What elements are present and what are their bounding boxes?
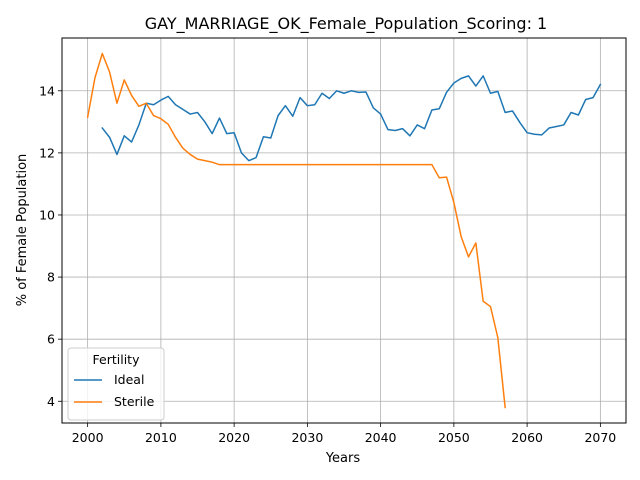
x-tick-label: 2000	[72, 430, 104, 445]
y-tick-label: 10	[39, 207, 55, 222]
x-tick-label: 2010	[145, 430, 177, 445]
x-tick-label: 2060	[511, 430, 543, 445]
axis-ticks: 2000 2010 2020 2030 2040 2050 2060 2070 4 6 8 10 12 1…	[39, 83, 616, 445]
grid	[62, 38, 626, 423]
x-axis-label: Years	[325, 451, 361, 466]
legend-label-ideal: Ideal	[114, 372, 144, 387]
y-tick-label: 6	[47, 332, 55, 347]
legend-label-sterile: Sterile	[114, 394, 155, 409]
series-line-sterile	[86, 52, 506, 409]
y-tick-label: 14	[39, 83, 55, 98]
y-axis-label: % of Female Population	[15, 154, 30, 307]
legend: Fertility Ideal Sterile	[67, 347, 165, 421]
series-line-ideal	[101, 75, 602, 162]
x-tick-label: 2020	[218, 430, 250, 445]
x-tick-label: 2050	[438, 430, 470, 445]
x-tick-label: 2030	[291, 430, 323, 445]
plot-area	[61, 37, 627, 424]
y-tick-label: 8	[47, 270, 55, 285]
series-lines	[86, 52, 602, 409]
y-tick-label: 12	[39, 145, 55, 160]
x-tick-label: 2040	[365, 430, 397, 445]
chart-title: GAY_MARRIAGE_OK_Female_Population_Scorin…	[145, 14, 547, 34]
y-tick-label: 4	[47, 394, 55, 409]
legend-title: Fertility	[93, 352, 141, 367]
x-tick-label: 2070	[584, 430, 616, 445]
